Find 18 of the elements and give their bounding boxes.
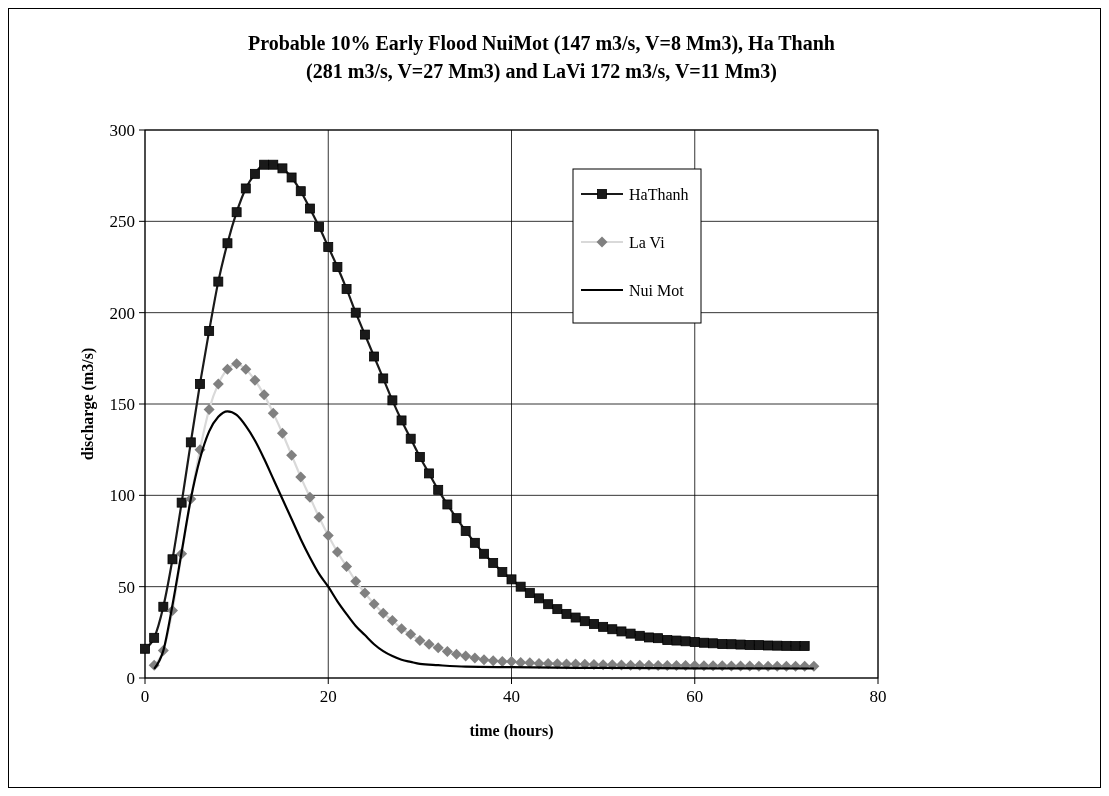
y-tick-label: 100 (109, 486, 135, 506)
y-tick-label: 50 (118, 577, 135, 597)
x-axis-title: time (hours) (469, 722, 554, 740)
x-tick-label: 80 (869, 687, 887, 706)
legend-label: Nui Mot (629, 282, 685, 299)
x-tick-label: 40 (503, 687, 520, 706)
x-tick-label: 0 (140, 687, 150, 706)
y-tick-label: 150 (109, 395, 135, 414)
legend-label: La Vi (629, 234, 666, 251)
y-tick-label: 300 (109, 121, 135, 140)
x-tick-label: 20 (319, 687, 337, 706)
y-tick-label: 250 (109, 212, 135, 232)
y-axis-title: discharge (m3/s) (79, 347, 97, 461)
legend-label: HaThanh (629, 186, 689, 203)
x-tick-label: 60 (686, 687, 704, 706)
chart-title: Probable 10% Early Flood NuiMot (147 m3/s, V=8 Mm3), Ha Thanh (281 m3/s, V=27 Mm3) and LaVi 172 m3/s, V=11 Mm3) (248, 32, 835, 83)
y-tick-label: 200 (109, 303, 135, 323)
y-tick-label: 0 (126, 669, 135, 688)
